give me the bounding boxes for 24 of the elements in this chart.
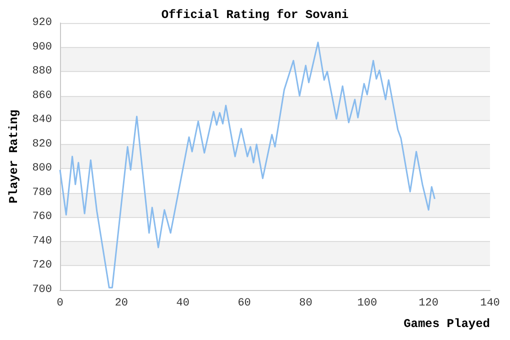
y-tick-label: 780 <box>32 186 52 199</box>
y-tick-label: 800 <box>32 162 52 175</box>
x-tick-label: 120 <box>418 298 438 310</box>
y-tick-label: 820 <box>32 138 52 150</box>
y-tick-label: 900 <box>32 41 52 54</box>
y-tick-label: 880 <box>32 66 52 78</box>
x-tick-label: 40 <box>176 298 190 310</box>
chart-title: Official Rating for Sovani <box>161 8 349 22</box>
y-tick-label: 860 <box>32 90 52 102</box>
y-tick-label: 840 <box>32 114 52 126</box>
y-tick-label: 920 <box>32 17 52 29</box>
x-tick-label: 0 <box>56 298 64 310</box>
x-tick-label: 100 <box>357 298 378 310</box>
x-tick-label: 80 <box>299 298 312 310</box>
x-tick-label: 20 <box>114 298 128 310</box>
y-tick-label: 740 <box>32 235 52 248</box>
y-tick-label: 760 <box>32 211 52 224</box>
y-axis-title: Player Rating <box>7 110 21 204</box>
y-tick-label: 700 <box>32 284 52 296</box>
line-series <box>59 42 436 288</box>
y-tick-label: 720 <box>32 260 52 272</box>
x-tick-label: 140 <box>480 298 500 310</box>
x-axis-title: Games Played <box>404 317 490 331</box>
x-tick-label: 60 <box>238 298 251 310</box>
